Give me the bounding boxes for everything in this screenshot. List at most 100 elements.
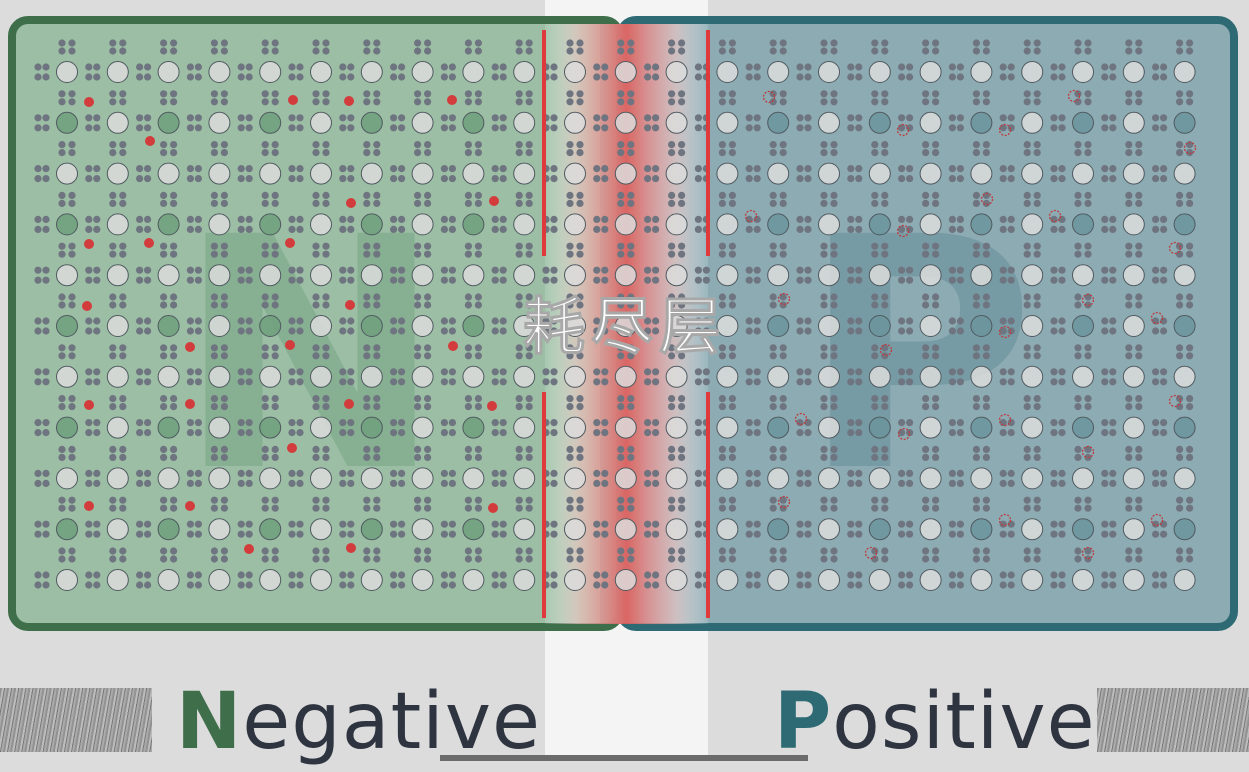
- bond-dot: [85, 114, 93, 122]
- bond-dot: [644, 419, 652, 427]
- bond-dot: [1101, 114, 1109, 122]
- bond-dot: [847, 124, 855, 132]
- bond-dot: [871, 242, 879, 250]
- bond-dot: [668, 242, 676, 250]
- bond-dot: [271, 90, 279, 98]
- bond-dot: [160, 242, 168, 250]
- bond-dot: [745, 469, 753, 477]
- bond-dot: [373, 395, 381, 403]
- bond-dot: [58, 242, 66, 250]
- bond-dot: [398, 175, 406, 183]
- bond-dot: [881, 199, 889, 207]
- lattice-atom: [208, 264, 231, 287]
- bond-dot: [898, 378, 906, 386]
- bond-dot: [1160, 429, 1168, 437]
- bond-dot: [871, 445, 879, 453]
- bond-dot: [728, 301, 737, 309]
- bond-dot: [830, 98, 838, 106]
- bond-dot: [745, 225, 753, 233]
- bond-dot: [847, 175, 855, 183]
- bond-dot: [576, 453, 584, 461]
- bond-dot: [339, 124, 347, 132]
- bond-dot: [769, 250, 777, 258]
- bond-dot: [1033, 555, 1041, 563]
- lattice-atom: [259, 416, 282, 439]
- crystal-lattice: [34, 39, 1196, 591]
- bond-dot: [932, 453, 940, 461]
- bond-dot: [855, 530, 863, 538]
- bond-dot: [948, 378, 957, 386]
- bond-dot: [194, 165, 202, 173]
- bond-dot: [237, 469, 245, 477]
- bond-dot: [474, 293, 482, 301]
- bond-dot: [1074, 90, 1082, 98]
- bond-dot: [948, 581, 957, 589]
- bond-dot: [414, 149, 422, 157]
- bond-dot: [1125, 453, 1133, 461]
- bond-dot: [906, 581, 914, 589]
- bond-dot: [170, 344, 178, 352]
- bond-dot: [474, 453, 482, 461]
- video-progress-bar[interactable]: [440, 755, 808, 761]
- bond-dot: [194, 276, 202, 284]
- bond-dot: [804, 469, 812, 477]
- bond-dot: [855, 175, 863, 183]
- bond-dot: [678, 98, 686, 106]
- bond-dot: [448, 63, 456, 71]
- bond-dot: [261, 242, 269, 250]
- bond-dot: [644, 327, 652, 335]
- bond-dot: [745, 479, 753, 487]
- bond-dot: [525, 250, 533, 258]
- bond-dot: [1125, 344, 1133, 352]
- bond-dot: [464, 504, 472, 512]
- bond-dot: [779, 47, 787, 55]
- bond-dot: [440, 165, 448, 173]
- bond-dot: [474, 496, 482, 504]
- bond-dot: [85, 165, 93, 173]
- bond-dot: [906, 520, 914, 528]
- bond-dot: [1058, 520, 1066, 528]
- bond-dot: [1160, 581, 1168, 589]
- hole-circle: [1067, 89, 1081, 103]
- hole-circle: [744, 209, 758, 223]
- bond-dot: [499, 469, 507, 477]
- bond-dot: [804, 266, 812, 274]
- lattice-atom: [360, 264, 383, 287]
- bond-dot: [373, 555, 381, 563]
- bond-dot: [820, 141, 828, 149]
- bond-dot: [1160, 215, 1168, 223]
- lattice-atom: [818, 569, 840, 591]
- bond-dot: [144, 368, 152, 376]
- bond-dot: [1135, 504, 1143, 512]
- bond-dot: [58, 453, 66, 461]
- bond-dot: [668, 496, 676, 504]
- bond-dot: [237, 479, 245, 487]
- bond-dot: [804, 378, 812, 386]
- bond-dot: [68, 39, 76, 47]
- bond-dot: [373, 504, 381, 512]
- bond-dot: [1074, 301, 1082, 309]
- hole-circle: [897, 427, 911, 441]
- bond-dot: [982, 445, 991, 453]
- bond-dot: [820, 149, 828, 157]
- lattice-atom: [259, 61, 282, 83]
- bond-dot: [491, 479, 499, 487]
- bond-dot: [322, 191, 330, 199]
- bond-dot: [42, 215, 50, 223]
- bond-dot: [1050, 124, 1058, 132]
- bond-dot: [1125, 250, 1133, 258]
- bond-dot: [769, 504, 777, 512]
- bond-dot: [288, 266, 296, 274]
- bond-dot: [515, 191, 523, 199]
- lattice-atom: [919, 315, 942, 337]
- bond-dot: [617, 47, 625, 55]
- bond-dot: [972, 301, 981, 309]
- bond-dot: [871, 250, 879, 258]
- bond-dot: [373, 453, 381, 461]
- bond-dot: [1050, 114, 1058, 122]
- bond-dot: [644, 530, 652, 538]
- bond-dot: [288, 317, 296, 325]
- bond-dot: [769, 555, 777, 563]
- bond-dot: [68, 395, 76, 403]
- lattice-atom: [818, 111, 840, 134]
